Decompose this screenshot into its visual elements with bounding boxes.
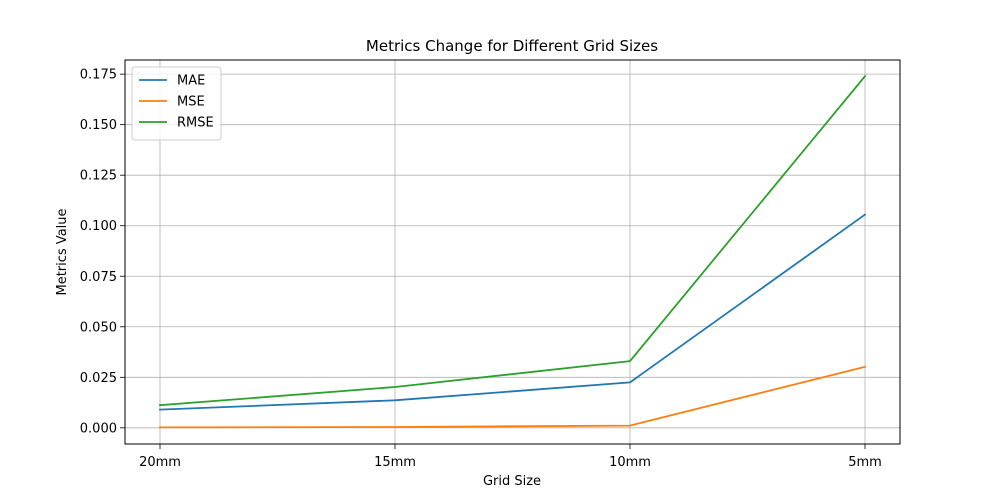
x-axis: 20mm 15mm 10mm 5mm — [139, 444, 882, 470]
chart-title: Metrics Change for Different Grid Sizes — [366, 37, 658, 55]
y-tick-label: 0.075 — [80, 270, 117, 285]
grid-lines — [125, 60, 900, 444]
x-axis-label: Grid Size — [483, 474, 541, 489]
y-axis: 0.000 0.025 0.050 0.075 0.100 0.125 0.150 0.175 — [80, 68, 125, 436]
x-tick-label: 15mm — [374, 455, 416, 470]
y-axis-label: Metrics Value — [55, 208, 70, 295]
x-tick-label: 10mm — [609, 455, 651, 470]
series-line-mae — [159, 213, 867, 411]
y-tick-label: 0.125 — [80, 169, 117, 184]
y-tick-label: 0.150 — [80, 118, 117, 133]
legend-label: MSE — [177, 95, 205, 110]
plot-frame — [124, 59, 901, 445]
series-line-mse — [159, 365, 867, 429]
legend-label: MAE — [177, 74, 205, 89]
y-tick-label: 0.025 — [80, 371, 117, 386]
y-tick-label: 0.100 — [80, 219, 117, 234]
x-tick-label: 20mm — [139, 455, 181, 470]
y-tick-label: 0.000 — [80, 421, 117, 436]
x-tick-label: 5mm — [848, 455, 882, 470]
y-tick-label: 0.175 — [80, 68, 117, 83]
series-lines — [159, 74, 867, 429]
legend: MAE MSE RMSE — [131, 66, 222, 141]
legend-label: RMSE — [177, 116, 214, 131]
series-line-rmse — [159, 74, 867, 407]
y-tick-label: 0.050 — [80, 320, 117, 335]
